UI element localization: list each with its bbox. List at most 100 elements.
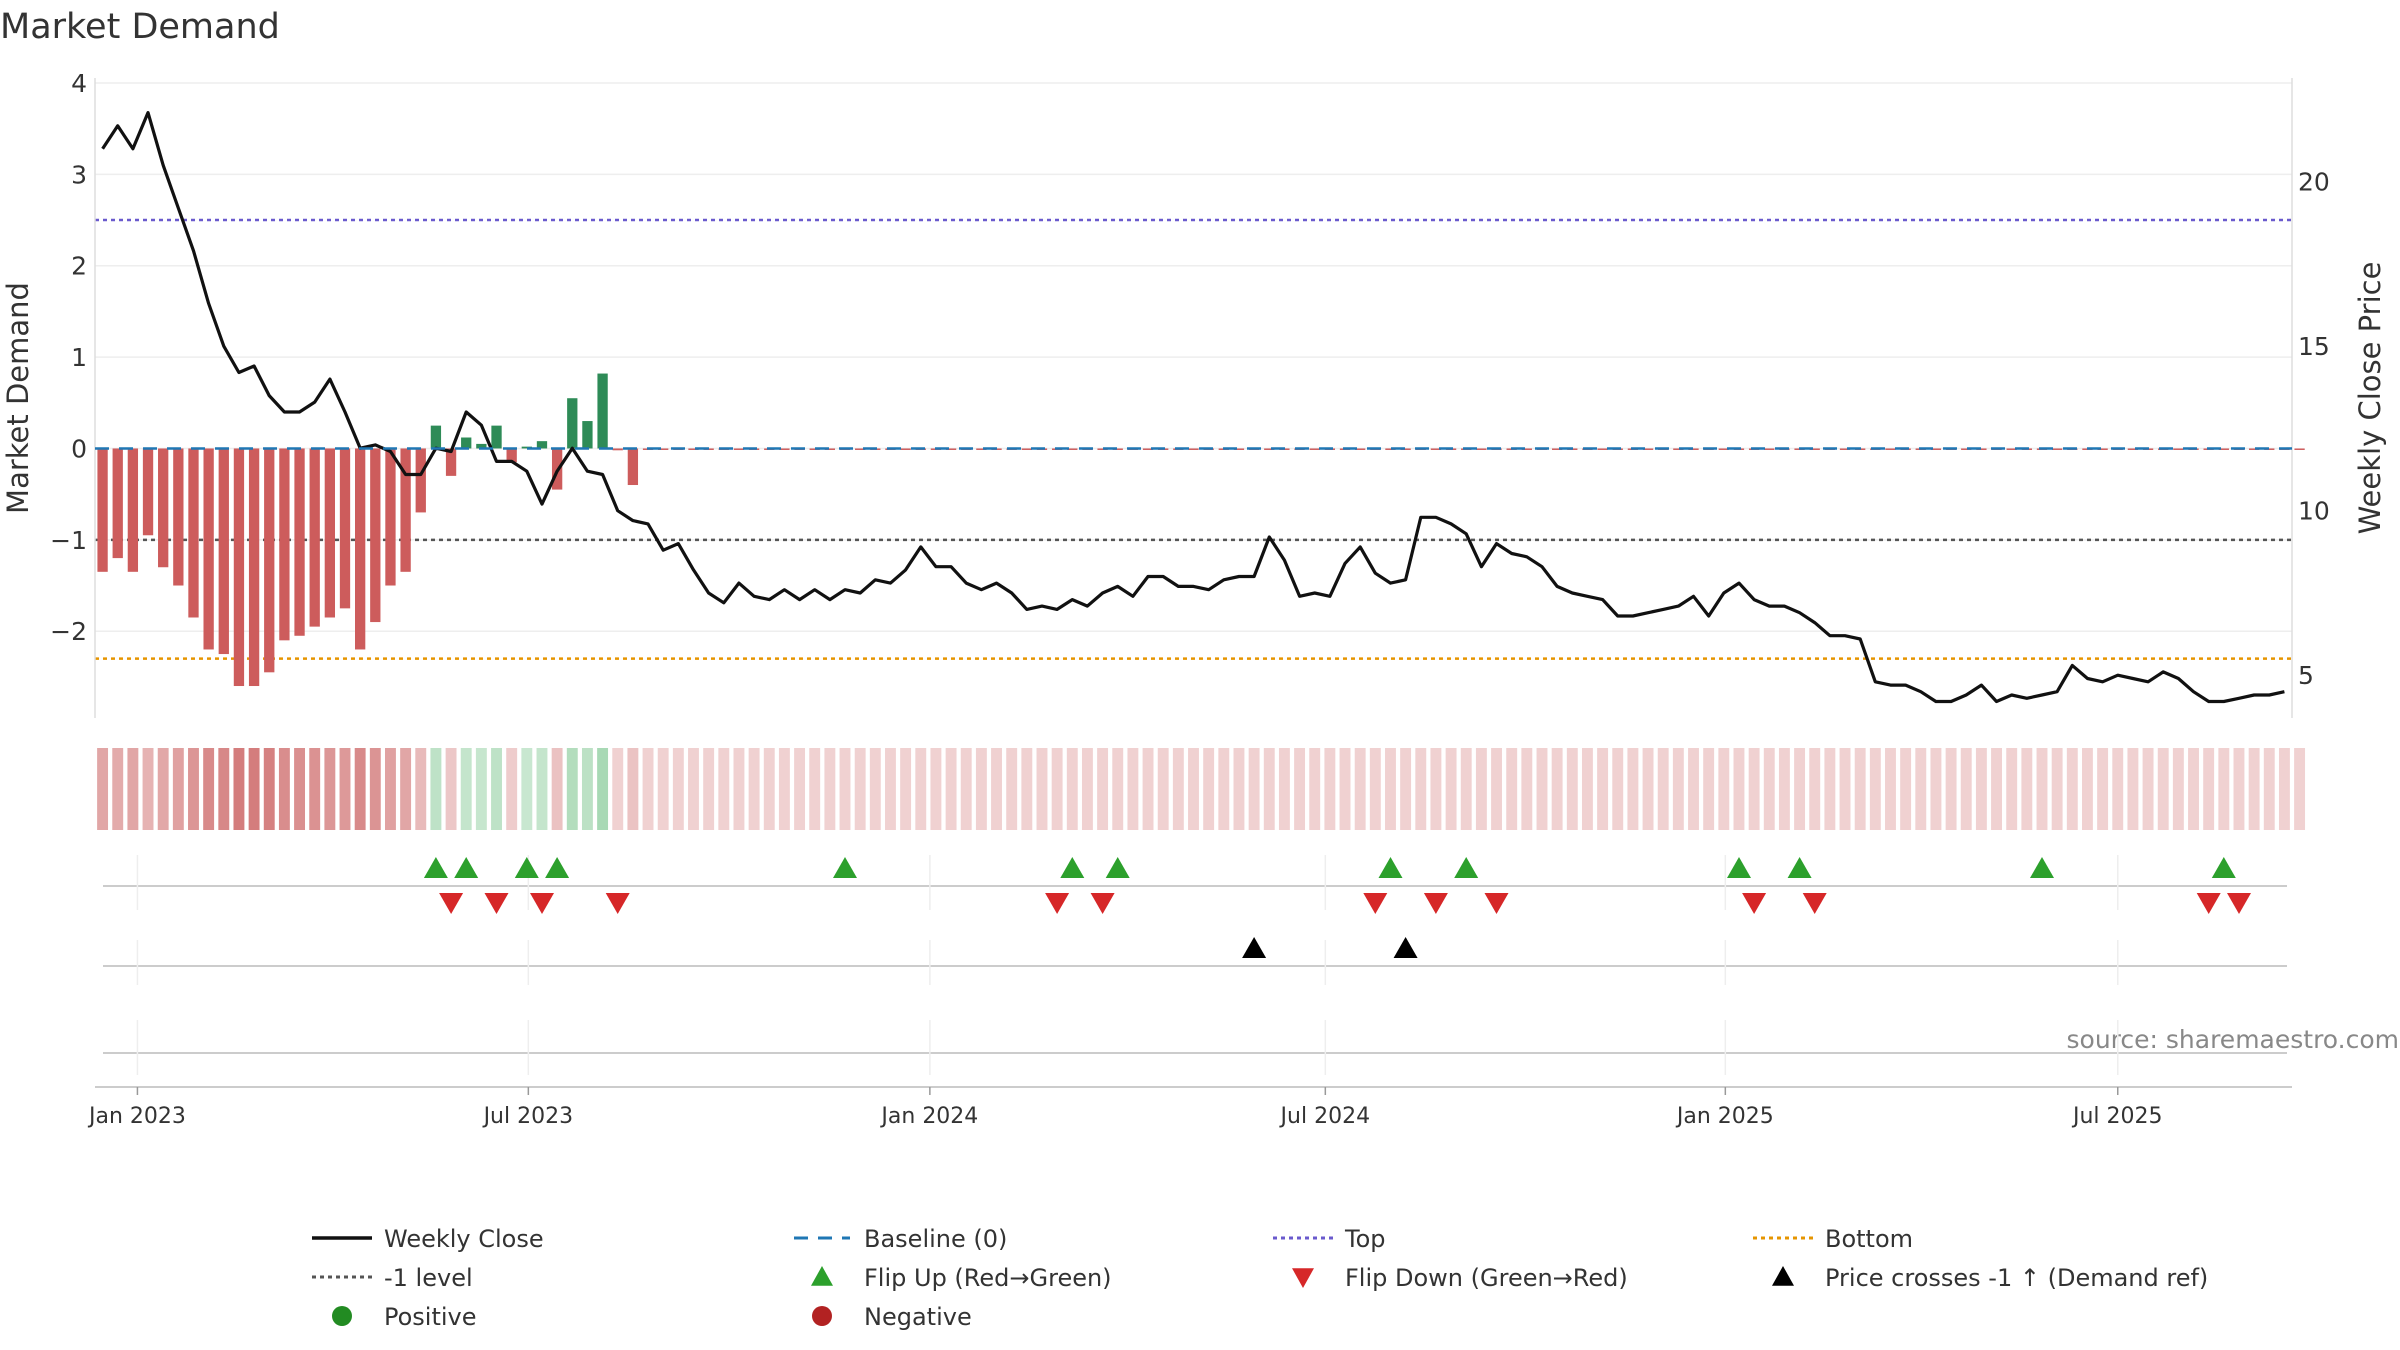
heat-cell	[263, 748, 275, 830]
legend-symbol	[1772, 1266, 1794, 1286]
heat-cell	[657, 748, 669, 830]
heat-cell	[1672, 748, 1684, 830]
heat-cell	[1491, 748, 1502, 830]
heat-cell	[1278, 748, 1290, 830]
demand-bar	[142, 448, 154, 536]
heat-cell	[1112, 748, 1124, 830]
demand-bar	[2051, 448, 2063, 450]
flip-down-marker	[2196, 893, 2221, 914]
flip-down-marker	[484, 893, 509, 914]
flip-down-marker	[530, 893, 554, 914]
demand-bar	[355, 448, 366, 650]
y-axis-label: Market Demand	[1, 282, 35, 514]
heat-cell	[824, 748, 836, 830]
heat-cell	[688, 748, 699, 830]
demand-bar	[612, 448, 623, 451]
demand-bar	[233, 448, 245, 687]
heat-cell	[1430, 748, 1442, 830]
heat-cell	[1354, 748, 1366, 830]
flip-up-marker	[1060, 857, 1085, 878]
heat-cell	[1506, 748, 1518, 830]
heat-cell	[1566, 748, 1578, 830]
heat-cell	[2036, 748, 2048, 830]
heat-cell	[1733, 748, 1745, 830]
heat-cell	[2006, 748, 2018, 830]
heat-cell	[521, 748, 533, 830]
x-tick-label: Jul 2024	[1279, 1104, 1371, 1129]
demand-bar	[1688, 448, 1699, 450]
demand-bar	[461, 437, 472, 449]
flip-down-marker	[1484, 893, 1509, 914]
heat-cell	[581, 748, 593, 830]
y-tick-label: −2	[50, 617, 87, 646]
legend-label: Positive	[384, 1303, 477, 1331]
demand-bar	[1521, 448, 1532, 450]
x-tick-label: Jan 2023	[87, 1104, 186, 1129]
heat-cell	[2081, 748, 2093, 830]
heat-cell	[2127, 748, 2139, 830]
legend-label: Baseline (0)	[864, 1225, 1007, 1253]
heat-cell	[1036, 748, 1048, 830]
demand-bar	[597, 373, 608, 449]
heat-cell	[1551, 748, 1563, 830]
heat-cell	[1581, 748, 1593, 830]
heat-cell	[430, 748, 442, 830]
legend-label: Negative	[864, 1303, 972, 1331]
heat-cell	[900, 748, 912, 830]
demand-bar	[173, 448, 184, 586]
heat-cell	[748, 748, 760, 830]
demand-bar	[976, 448, 987, 450]
demand-bar	[1673, 448, 1684, 450]
heat-cell	[1066, 748, 1078, 830]
heat-cell	[1854, 748, 1866, 830]
heat-cell	[1536, 748, 1548, 830]
demand-bar	[1112, 448, 1123, 450]
heat-cell	[1597, 748, 1609, 830]
chart-title: Market Demand	[0, 7, 280, 47]
legend-label: Flip Up (Red→Green)	[864, 1264, 1112, 1292]
demand-bar	[1400, 448, 1411, 450]
heat-cell	[278, 748, 290, 830]
demand-bar	[688, 448, 699, 450]
heat-cell	[1627, 748, 1639, 830]
flip-up-marker	[454, 857, 479, 878]
x-tick-label: Jul 2025	[2071, 1104, 2163, 1129]
heat-cell	[1869, 748, 1881, 830]
reference-lines	[95, 218, 2292, 660]
heat-cell	[869, 748, 881, 830]
heat-cell	[172, 748, 184, 830]
weekly-close-line	[101, 110, 2285, 704]
flip-up-marker	[423, 857, 448, 878]
heat-cell	[885, 748, 896, 830]
demand-bar	[158, 448, 169, 568]
heat-cell	[1975, 748, 1987, 830]
heat-cell	[385, 748, 396, 830]
heat-cell	[2112, 748, 2124, 830]
flip-down-marker	[1802, 893, 1827, 914]
flip-up-marker	[545, 857, 570, 878]
heat-cell	[233, 748, 245, 830]
heat-cell	[975, 748, 987, 830]
y-tick-label: 3	[71, 160, 87, 189]
demand-bar	[339, 448, 351, 609]
flip-up-marker	[2030, 857, 2054, 878]
heat-cell	[536, 748, 548, 830]
legend-label: Flip Down (Green→Red)	[1345, 1264, 1628, 1292]
heat-cell	[612, 748, 624, 830]
heat-cell	[1930, 748, 1942, 830]
heat-cell	[1248, 748, 1260, 830]
demand-bar	[1309, 448, 1320, 450]
demand-bar	[445, 448, 457, 476]
heat-cell	[1021, 748, 1033, 830]
x-tick-label: Jan 2024	[879, 1104, 978, 1129]
heat-cell	[1763, 748, 1775, 830]
heat-cell	[1718, 748, 1730, 830]
heat-cell	[930, 748, 942, 830]
demand-bar	[1551, 448, 1563, 450]
heat-cell	[1097, 748, 1109, 830]
demand-bar	[1067, 448, 1078, 450]
heat-cell	[1688, 748, 1699, 830]
demand-bar	[400, 448, 411, 572]
